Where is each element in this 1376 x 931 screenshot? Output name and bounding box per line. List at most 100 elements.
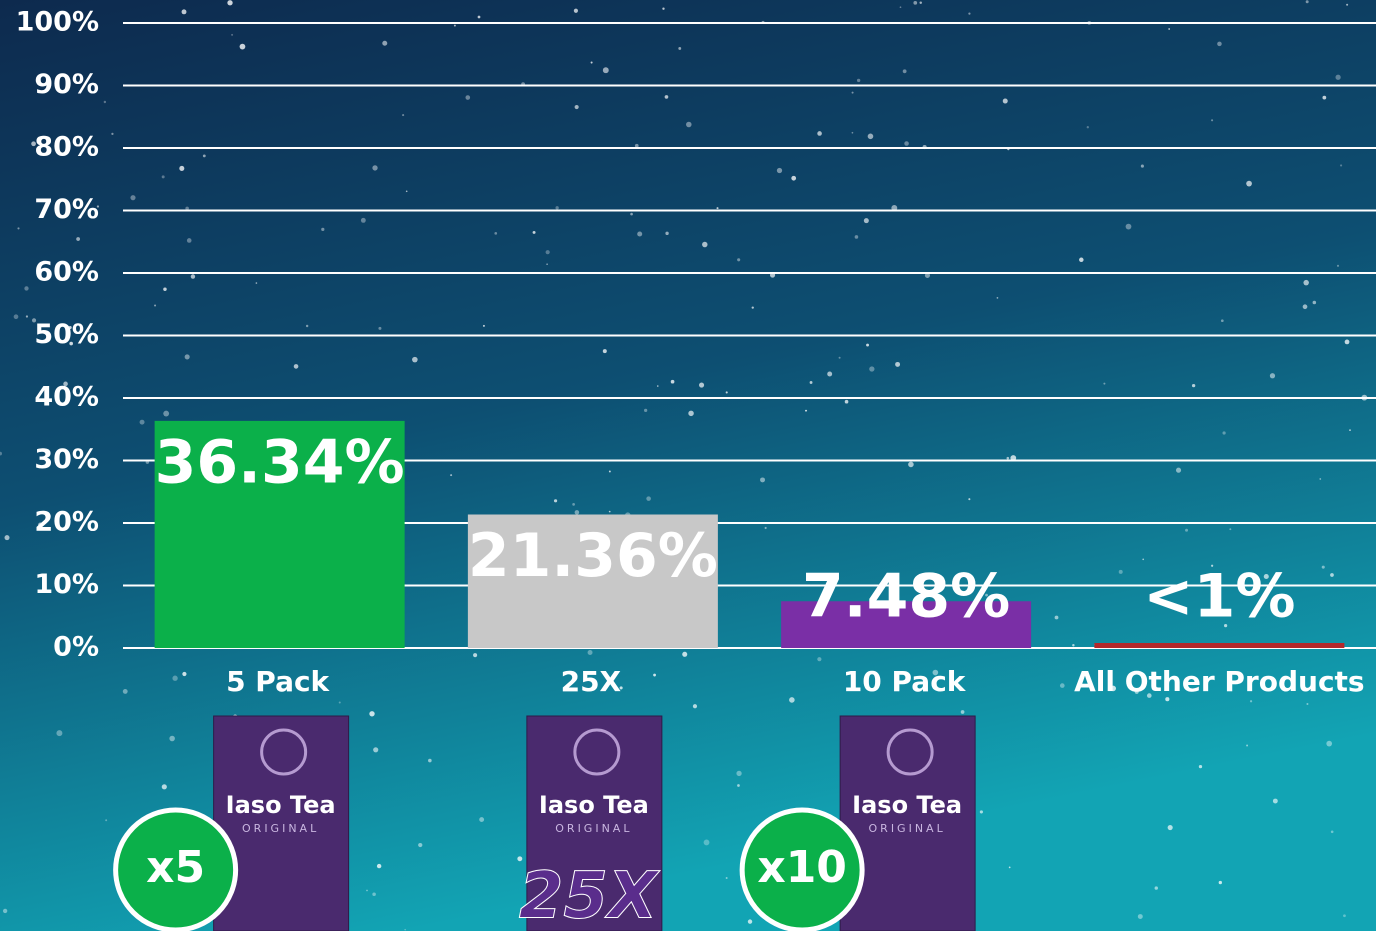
star [533, 231, 536, 234]
star [1176, 468, 1181, 473]
star [1349, 429, 1351, 431]
star [1322, 566, 1325, 569]
star [968, 498, 970, 500]
star [1250, 700, 1252, 702]
star [465, 95, 470, 100]
star [737, 258, 740, 261]
star [665, 95, 669, 99]
star [726, 877, 728, 879]
y-tick-label: 70% [34, 194, 99, 225]
star [187, 238, 192, 243]
star [716, 207, 718, 209]
star [1007, 457, 1010, 460]
star [574, 9, 578, 13]
star [306, 325, 308, 327]
star [678, 47, 681, 50]
star [14, 314, 19, 319]
star [1211, 119, 1213, 121]
star [1221, 319, 1224, 322]
star [163, 411, 169, 417]
star [412, 357, 418, 363]
star [1337, 265, 1339, 267]
star [1273, 799, 1278, 804]
star [575, 105, 579, 109]
star [646, 496, 651, 501]
star [227, 0, 232, 5]
pack-brand: Iaso Tea [852, 791, 962, 819]
star [361, 218, 366, 223]
page: {"chart_data": {"type": "bar", "categori… [0, 0, 1376, 931]
star [339, 701, 341, 703]
star [817, 131, 822, 136]
star [182, 9, 187, 14]
star [868, 133, 874, 139]
star [699, 382, 704, 387]
star [406, 190, 408, 192]
star [1343, 914, 1346, 917]
star [1168, 825, 1173, 830]
star [665, 232, 668, 235]
star [428, 759, 432, 763]
star [1192, 384, 1195, 387]
star [702, 242, 707, 247]
star [682, 652, 687, 657]
star [17, 227, 19, 229]
star [900, 6, 902, 8]
star [904, 141, 909, 146]
star [321, 228, 324, 231]
star [864, 218, 869, 223]
star [182, 672, 186, 676]
star [1346, 4, 1348, 6]
star [839, 357, 841, 359]
star [869, 366, 874, 371]
star [1306, 0, 1309, 3]
star [1331, 831, 1334, 834]
star [555, 206, 558, 209]
star [554, 499, 557, 502]
star [748, 919, 752, 923]
star [1003, 99, 1008, 104]
x-tick-label: 10 Pack [843, 665, 967, 698]
star [1072, 644, 1074, 646]
star [163, 287, 166, 290]
star [693, 704, 697, 708]
y-tick-label: 30% [34, 444, 99, 475]
star [203, 154, 206, 157]
star [240, 44, 246, 50]
pack-badge: 25X [519, 860, 660, 931]
star [603, 67, 609, 73]
star [857, 79, 860, 82]
star [5, 535, 10, 540]
star [968, 13, 970, 15]
star [575, 510, 580, 515]
star [827, 372, 832, 377]
value-label: <1% [1143, 562, 1295, 632]
star [908, 462, 914, 468]
star [657, 385, 659, 387]
star [26, 315, 28, 317]
star [104, 101, 106, 103]
star [162, 784, 167, 789]
star [817, 657, 821, 661]
star [24, 286, 28, 290]
star [1246, 745, 1248, 747]
star [1009, 867, 1011, 869]
star [76, 237, 80, 241]
star [1087, 126, 1089, 128]
star [810, 381, 813, 384]
y-tick-label: 50% [34, 319, 99, 350]
chart: 0%10%20%30%40%50%60%70%80%90%100%36.34%5… [0, 0, 1376, 931]
star [1060, 683, 1065, 688]
star [805, 410, 807, 412]
star [630, 213, 633, 216]
star [1229, 528, 1231, 530]
star [494, 232, 497, 235]
star [372, 165, 377, 170]
star [852, 132, 854, 134]
star [3, 909, 7, 913]
star [179, 166, 184, 171]
star [765, 527, 767, 529]
star [736, 771, 741, 776]
star [1270, 373, 1275, 378]
star [777, 168, 782, 173]
